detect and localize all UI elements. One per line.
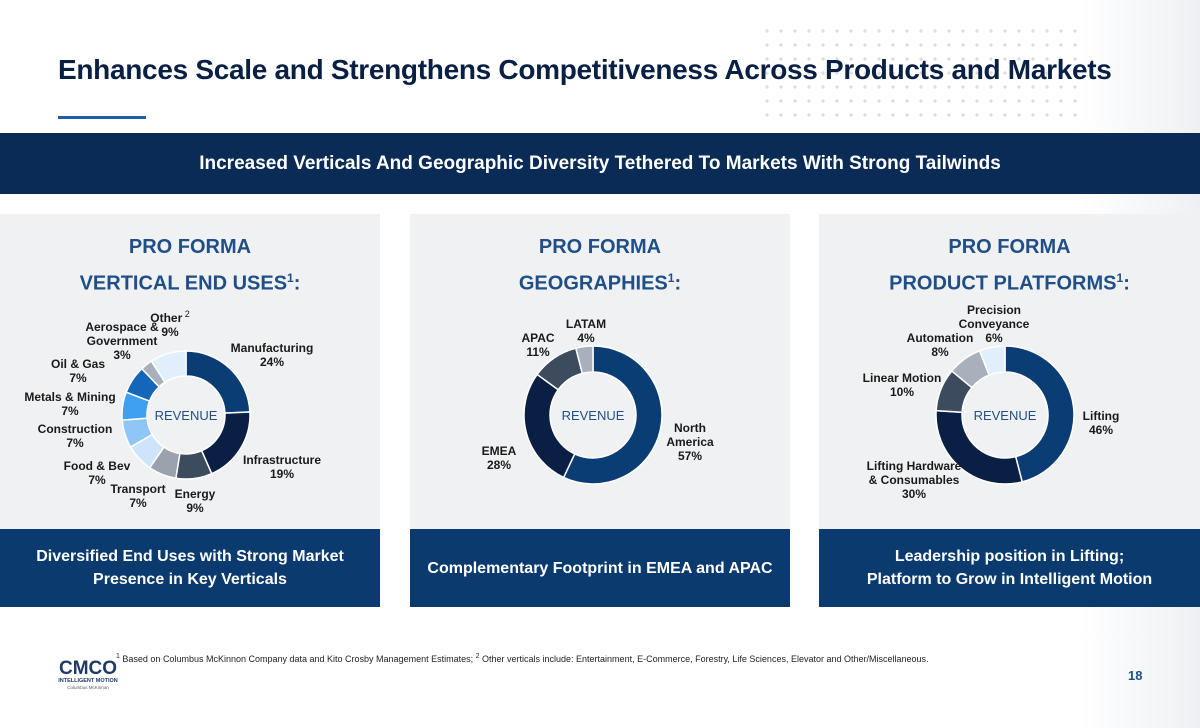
slice-label-lifting-hardware-consumables: Lifting Hardware & Consumables 30% xyxy=(867,459,962,501)
page-title: Enhances Scale and Strengthens Competiti… xyxy=(58,54,1112,85)
panel-heading-line1: PRO FORMA xyxy=(538,236,662,258)
slice-label-construction: Construction 7% xyxy=(38,422,113,450)
slice-lifting xyxy=(1004,345,1075,483)
slice-label-precision-conveyance: Precision Conveyance 6% xyxy=(959,303,1030,345)
slice-other xyxy=(150,350,187,384)
slice-label-energy: Energy 9% xyxy=(175,487,216,515)
logo-mark: CMCO xyxy=(59,658,117,679)
panel-footer-line2: Presence in Key Verticals xyxy=(93,571,287,588)
page-number: 18 xyxy=(1128,668,1143,683)
slice-label-emea: EMEA 28% xyxy=(482,444,517,472)
logo-tagline: INTELLIGENT MOTION xyxy=(58,678,118,684)
slice-label-infrastructure: Infrastructure 19% xyxy=(243,453,321,481)
panel-footer: Leadership position in Lifting; Platform … xyxy=(819,529,1200,607)
panel-footer: Complementary Footprint in EMEA and APAC xyxy=(410,529,790,607)
slice-north-america xyxy=(562,345,663,485)
cmco-logo: CMCO INTELLIGENT MOTION Columbus McKinno… xyxy=(58,658,118,690)
vertical-end-uses-donut-chart: Manufacturing 24% Infrastructure 19% Energy 9… xyxy=(24,309,321,515)
logo-company: Columbus McKinnon xyxy=(67,685,109,690)
slice-label-manufacturing: Manufacturing 24% xyxy=(231,341,314,369)
panel-geographies: PRO FORMA GEOGRAPHIES1: North America 57% E… xyxy=(410,214,790,607)
panel-heading-line2: GEOGRAPHIES1: xyxy=(518,271,682,295)
slice-label-other: Other 2 9% xyxy=(150,309,190,339)
slice-label-apac: APAC 11% xyxy=(521,331,554,359)
slice-emea xyxy=(523,373,576,479)
slice-label-metals-mining: Metals & Mining 7% xyxy=(24,390,115,418)
panel-footer-line2: Platform to Grow in Intelligent Motion xyxy=(866,571,1153,588)
footnote: 1 Based on Columbus McKinnon Company dat… xyxy=(116,653,929,664)
panel-vertical-end-uses: PRO FORMA VERTICAL END USES1: Manufactur… xyxy=(0,214,380,607)
product-platforms-donut-chart: Lifting 46% Lifting Hardware & Consumables 3… xyxy=(863,303,1120,501)
panel-heading-line2: VERTICAL END USES1: xyxy=(79,271,301,295)
slice-label-aerospace-government: Aerospace & Government 3% xyxy=(85,320,159,362)
panel-heading-line2: PRODUCT PLATFORMS1: xyxy=(889,271,1130,295)
panel-heading-line1: PRO FORMA xyxy=(948,236,1071,258)
slice-label-oil-gas: Oil & Gas 7% xyxy=(51,357,105,385)
title-underline xyxy=(58,116,146,119)
panel-heading: PRO FORMA PRODUCT PLATFORMS1: xyxy=(819,232,1200,300)
slice-precision-conveyance xyxy=(978,345,1006,376)
slice-latam xyxy=(574,345,594,375)
geographies-donut-chart: North America 57% EMEA 28% APAC 11% LATAM 4% REVE… xyxy=(482,317,714,485)
panel-product-platforms: PRO FORMA PRODUCT PLATFORMS1: Lifting 46%… xyxy=(819,214,1200,607)
slice-label-linear-motion: Linear Motion 10% xyxy=(863,371,942,399)
panel-heading: PRO FORMA GEOGRAPHIES1: xyxy=(410,232,790,300)
panel-heading: PRO FORMA VERTICAL END USES1: xyxy=(0,232,380,300)
section-banner: Increased Verticals And Geographic Diver… xyxy=(0,133,1200,194)
slice-label-lifting: Lifting 46% xyxy=(1083,409,1120,437)
slice-label-latam: LATAM 4% xyxy=(566,317,606,345)
chart-center-label: REVENUE xyxy=(974,408,1037,423)
panel-footer-line1: Diversified End Uses with Strong Market xyxy=(36,548,344,565)
panel-footer-line1: Complementary Footprint in EMEA and APAC xyxy=(427,559,773,577)
slice-label-transport: Transport 7% xyxy=(110,482,165,510)
chart-center-label: REVENUE xyxy=(562,408,625,423)
panel-heading-line1: PRO FORMA xyxy=(128,236,252,258)
panel-footer: Diversified End Uses with Strong Market P… xyxy=(0,529,380,607)
slice-label-food-bev: Food & Bev 7% xyxy=(64,459,131,487)
decorative-dot-pattern xyxy=(760,24,1080,124)
slice-label-north-america: North America 57% xyxy=(666,421,714,463)
chart-center-label: REVENUE xyxy=(155,408,218,423)
panel-footer-line1: Leadership position in Lifting; xyxy=(894,548,1125,565)
slice-manufacturing xyxy=(185,350,251,414)
slice-label-automation: Automation 8% xyxy=(907,331,974,359)
